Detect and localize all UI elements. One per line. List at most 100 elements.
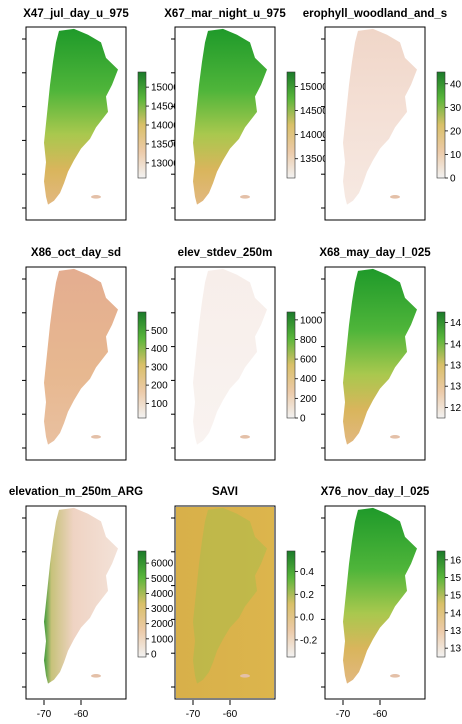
legend-tick-label: 200 <box>300 394 317 405</box>
panel-title: X86_oct_day_sd <box>31 247 121 259</box>
panel-title: X47_jul_day_u_975 <box>23 8 129 20</box>
legend-tick-label: 1000 <box>151 634 174 645</box>
legend-tick-label: 14 <box>450 339 462 350</box>
legend-tick-label: 14 <box>450 318 462 329</box>
legend-tick-label: 13 <box>450 361 462 372</box>
legend-colorbar <box>137 311 147 419</box>
legend-tick-label: 500 <box>151 326 168 337</box>
legend-tick-label: 200 <box>151 381 168 392</box>
legend-tick-label: 0.2 <box>300 590 314 601</box>
map-panel: elevation_m_250m_ARG 6000 5000 4000 3000 2000… <box>9 486 174 700</box>
legend-tick-label: 14500 <box>151 102 179 113</box>
legend-tick-label: 6000 <box>151 559 174 570</box>
legend-tick-label: 15 <box>450 573 462 584</box>
legend-tick-label: 0 <box>300 414 306 425</box>
legend-tick-label: 0.4 <box>300 567 314 578</box>
panel-title: X67_mar_night_u_975 <box>164 8 286 20</box>
map-panel: X47_jul_day_u_975 15000 14500 14000 13500 130… <box>22 8 179 221</box>
legend-tick-label: 14500 <box>300 106 328 117</box>
legend-tick-label: 14000 <box>151 121 179 132</box>
legend-colorbar <box>436 550 446 658</box>
legend-tick-label: 600 <box>300 355 317 366</box>
raster-land <box>193 28 267 205</box>
raster-land <box>193 268 267 445</box>
x-tick-label: -70 <box>336 709 351 720</box>
legend-colorbar <box>286 311 296 419</box>
legend-colorbar <box>436 71 446 179</box>
legend-tick-label: 0 <box>151 649 157 660</box>
legend-colorbar <box>436 311 446 419</box>
legend-tick-label: 13 <box>450 382 462 393</box>
panel-title: elev_stdev_250m <box>178 247 273 259</box>
map-panel: erophyll_woodland_and_s 40 30 20 10 0 <box>303 8 462 221</box>
legend-tick-label: 4000 <box>151 589 174 600</box>
legend-tick-label: 5000 <box>151 574 174 585</box>
raster-land <box>44 507 118 684</box>
legend-tick-label: 15 <box>450 591 462 602</box>
raster-land <box>44 28 118 205</box>
island-mark <box>91 435 101 439</box>
legend-tick-label: 13500 <box>151 139 179 150</box>
x-tick-label: -70 <box>37 709 52 720</box>
map-panel: SAVI 0.4 0.2 0.0 -0.2 <box>171 486 318 700</box>
legend-tick-label: 400 <box>151 344 168 355</box>
panel-title: erophyll_woodland_and_s <box>303 8 447 20</box>
x-axis: -70 -60 -70 -60 -70 -60 <box>37 700 388 720</box>
legend-tick-label: 0.0 <box>300 613 314 624</box>
island-mark <box>240 435 250 439</box>
map-panel: X67_mar_night_u_975 15000 14500 14000 13500 <box>164 8 328 221</box>
legend-colorbar <box>137 550 147 658</box>
island-mark <box>240 195 250 199</box>
island-mark <box>390 435 400 439</box>
raster-land <box>44 268 118 445</box>
x-tick-label: -70 <box>186 709 201 720</box>
legend-tick-label: 13500 <box>300 154 328 165</box>
map-panel: X76_nov_day_l_025 16 15 15 14 13 13 <box>321 486 462 700</box>
legend-tick-label: 800 <box>300 335 317 346</box>
island-mark <box>91 195 101 199</box>
panel-title: X76_nov_day_l_025 <box>321 486 430 498</box>
legend-tick-label: 2000 <box>151 619 174 630</box>
island-mark <box>91 674 101 678</box>
raster-fill <box>176 507 274 698</box>
legend-tick-label: 3000 <box>151 604 174 615</box>
legend-tick-label: -0.2 <box>300 635 318 646</box>
island-mark <box>240 674 250 678</box>
legend-tick-label: 30 <box>450 103 462 114</box>
legend-colorbar <box>286 71 296 179</box>
legend-tick-label: 14000 <box>300 130 328 141</box>
legend-tick-label: 1000 <box>300 315 323 326</box>
legend-tick-label: 20 <box>450 126 462 137</box>
legend-tick-label: 16 <box>450 555 462 566</box>
legend-tick-label: 12 <box>450 403 462 414</box>
x-tick-label: -60 <box>223 709 238 720</box>
panel-title: SAVI <box>212 486 238 498</box>
legend-tick-label: 300 <box>151 362 168 373</box>
x-tick-label: -60 <box>373 709 388 720</box>
map-panel: X68_may_day_l_025 14 14 13 13 12 <box>319 247 462 461</box>
legend-tick-label: 400 <box>300 374 317 385</box>
legend-tick-label: 15000 <box>300 82 328 93</box>
legend-tick-label: 100 <box>151 399 168 410</box>
raster-land <box>193 507 267 684</box>
legend-tick-label: 13 <box>450 644 462 655</box>
legend-colorbar <box>137 71 147 179</box>
panel-title: elevation_m_250m_ARG <box>9 486 143 498</box>
legend-colorbar <box>286 550 296 658</box>
raster-land <box>343 507 417 684</box>
legend-tick-label: 15000 <box>151 83 179 94</box>
island-mark <box>390 195 400 199</box>
raster-land <box>343 28 417 205</box>
map-panel: elev_stdev_250m 1000 800 600 400 200 0 <box>171 247 323 461</box>
x-tick-label: -60 <box>74 709 89 720</box>
legend-tick-label: 40 <box>450 79 462 90</box>
map-panel: X86_oct_day_sd 500 400 300 200 100 <box>22 247 168 461</box>
panel-title: X68_may_day_l_025 <box>319 247 431 259</box>
legend-tick-label: 14 <box>450 608 462 619</box>
raster-land <box>343 268 417 445</box>
legend-tick-label: 0 <box>450 174 456 185</box>
legend-tick-label: 10 <box>450 150 462 161</box>
legend-tick-label: 13 <box>450 626 462 637</box>
legend-tick-label: 13000 <box>151 158 179 169</box>
